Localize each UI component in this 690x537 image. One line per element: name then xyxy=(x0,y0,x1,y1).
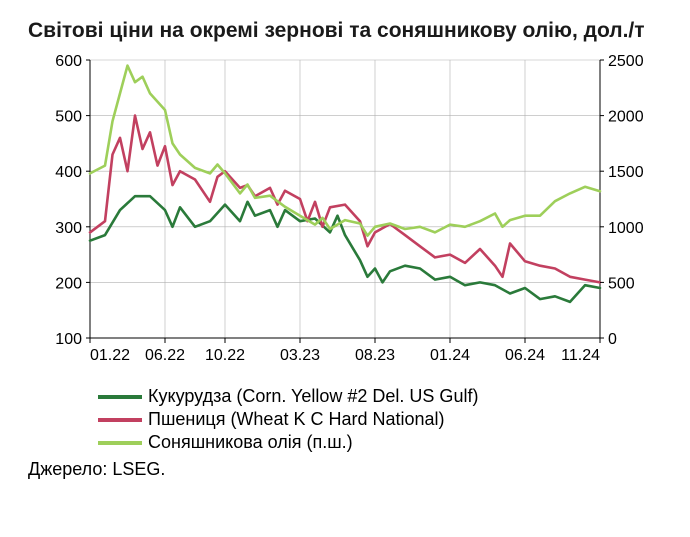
legend-item-wheat: Пшениця (Wheat K C Hard National) xyxy=(98,409,662,430)
legend-swatch xyxy=(98,395,142,399)
legend-item-sunflower: Соняшникова олія (п.ш.) xyxy=(98,432,662,453)
svg-text:300: 300 xyxy=(55,220,82,237)
svg-text:400: 400 xyxy=(55,164,82,181)
legend-item-corn: Кукурудза (Corn. Yellow #2 Del. US Gulf) xyxy=(98,386,662,407)
svg-text:100: 100 xyxy=(55,331,82,348)
svg-text:200: 200 xyxy=(55,276,82,293)
legend-label: Пшениця (Wheat K C Hard National) xyxy=(148,409,445,430)
source-text: Джерело: LSEG. xyxy=(28,459,662,480)
svg-text:10.22: 10.22 xyxy=(205,347,245,364)
legend-swatch xyxy=(98,418,142,422)
legend: Кукурудза (Corn. Yellow #2 Del. US Gulf)… xyxy=(28,386,662,453)
svg-text:500: 500 xyxy=(608,276,635,293)
chart-title: Світові ціни на окремі зернові та соняшн… xyxy=(28,18,662,44)
svg-text:08.23: 08.23 xyxy=(355,347,395,364)
legend-label: Кукурудза (Corn. Yellow #2 Del. US Gulf) xyxy=(148,386,478,407)
legend-swatch xyxy=(98,441,142,445)
svg-text:600: 600 xyxy=(55,53,82,70)
chart-page: Світові ціни на окремі зернові та соняшн… xyxy=(0,0,690,537)
svg-text:06.22: 06.22 xyxy=(145,347,185,364)
svg-text:1500: 1500 xyxy=(608,164,644,181)
svg-text:01.22: 01.22 xyxy=(90,347,130,364)
legend-label: Соняшникова олія (п.ш.) xyxy=(148,432,353,453)
svg-text:11.24: 11.24 xyxy=(561,347,600,364)
svg-text:0: 0 xyxy=(608,331,617,348)
line-chart: 100 200 300 400 500 600 0 500 1000 1500 2000 2500 01… xyxy=(28,50,660,380)
svg-text:1000: 1000 xyxy=(608,220,644,237)
svg-text:2000: 2000 xyxy=(608,109,644,126)
svg-text:500: 500 xyxy=(55,109,82,126)
svg-text:03.23: 03.23 xyxy=(280,347,320,364)
svg-text:06.24: 06.24 xyxy=(505,347,545,364)
svg-text:2500: 2500 xyxy=(608,53,644,70)
svg-text:01.24: 01.24 xyxy=(430,347,470,364)
chart-container: 100 200 300 400 500 600 0 500 1000 1500 2000 2500 01… xyxy=(28,50,660,380)
